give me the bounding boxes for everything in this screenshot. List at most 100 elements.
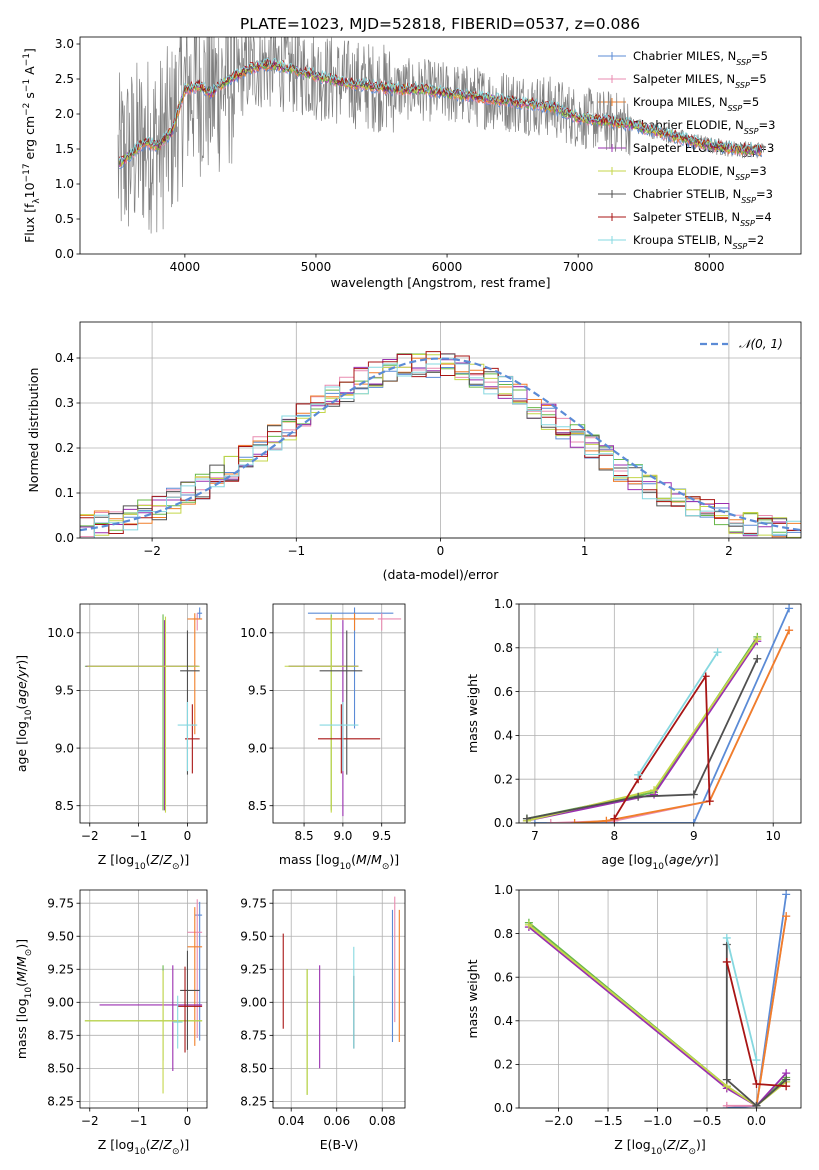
mass_vs_ebv-frame — [272, 889, 406, 1109]
y-tick-label: 9.50 — [240, 929, 267, 943]
spectrum-lines — [117, 37, 765, 234]
y-tick-label: 0.0 — [55, 531, 74, 545]
weight-point-marker — [782, 890, 791, 899]
weight-series-line — [613, 673, 711, 820]
normal-curve — [80, 357, 801, 532]
y-tick-label: 0.6 — [494, 970, 513, 984]
weight-point-marker — [782, 912, 791, 921]
errorbar-point — [172, 995, 183, 1049]
legend-label: Kroupa ELODIE, NSSP=3 — [633, 164, 767, 182]
x-tick-label: −2 — [81, 1114, 99, 1128]
mass_vs_Z-frame — [79, 889, 208, 1109]
legend-label: Salpeter STELIB, NSSP=4 — [633, 210, 772, 228]
x-tick-label: 0 — [437, 544, 445, 558]
mass_vs_ebv-errorbars — [282, 896, 400, 1095]
weight-point-marker — [546, 819, 555, 823]
residual-histograms — [80, 351, 801, 538]
errorbar-point — [187, 907, 203, 1046]
y-tick-label: 0.2 — [494, 1058, 513, 1072]
errorbar-point — [318, 704, 381, 774]
weight-series-line — [534, 608, 790, 823]
weight-point-marker — [722, 957, 731, 966]
residual-histogram — [80, 358, 801, 538]
y-tick-label: 8.75 — [240, 1029, 267, 1043]
weight-point-marker — [752, 1101, 761, 1108]
x-tick-label: 0.06 — [323, 1114, 350, 1128]
weight-point-marker — [634, 792, 643, 801]
x-tick-label: 1 — [581, 544, 589, 558]
model-spectrum-line — [118, 60, 762, 166]
x-tick-label: 6000 — [432, 260, 463, 274]
errorbar-point — [84, 970, 203, 1094]
weight-point-marker — [530, 819, 539, 823]
y-tick-label: 0.3 — [55, 396, 74, 410]
age-vs-Z-y-label: age [log10(age/yr)] — [14, 655, 34, 772]
weight-point-marker — [610, 814, 619, 823]
x-tick-label: 9.5 — [372, 829, 391, 843]
x-tick-label: 2 — [725, 544, 733, 558]
errorbar-point — [319, 630, 363, 775]
y-tick-label: 8.5 — [55, 799, 74, 813]
y-tick-label: 8.25 — [240, 1095, 267, 1109]
y-tick-label: 9.5 — [248, 684, 267, 698]
y-tick-label: 0.0 — [494, 1101, 513, 1115]
y-tick-label: 8.25 — [47, 1095, 74, 1109]
y-tick-label: 8.50 — [240, 1062, 267, 1076]
y-tick-label: 0.2 — [494, 772, 513, 786]
y-tick-label: 0.4 — [494, 1014, 513, 1028]
spectrum-x-label: wavelength [Angstrom, rest frame] — [330, 275, 550, 290]
weight-point-marker — [689, 819, 698, 823]
y-tick-label: 0.1 — [55, 486, 74, 500]
age-vs-mass-x-label: mass [log10(M/M⊙)] — [279, 852, 399, 872]
y-tick-label: 1.0 — [494, 883, 513, 897]
errorbar-point — [87, 616, 200, 813]
y-tick-label: 10.0 — [47, 626, 74, 640]
errorbar-point — [177, 966, 203, 1053]
legend-label: Chabrier MILES, NSSP=5 — [633, 49, 768, 67]
spectrum-y-label: Flux [fλ10−17 erg cm−2 s−1 A−1] — [22, 48, 42, 243]
model-spectrum-line — [118, 57, 762, 164]
y-tick-label: 9.0 — [248, 741, 267, 755]
age_vs_mass-frame — [272, 603, 406, 824]
age_vs_Z-frame — [79, 603, 208, 824]
mass_vs_ebv-axes: 0.04 0.06 0.08 8.25 8.50 8.75 9.00 9.25 9.50 9.75 — [240, 890, 405, 1128]
legend-label: Salpeter MILES, NSSP=5 — [633, 72, 767, 90]
weight-point-marker — [705, 797, 714, 806]
residuals-x-label: (data-model)/error — [383, 567, 500, 582]
legend-label: Chabrier STELIB, NSSP=3 — [633, 187, 773, 205]
age-vs-Z-x-label: Z [log10(Z/Z⊙)] — [98, 852, 190, 872]
x-tick-label: −1.0 — [643, 1114, 672, 1128]
errorbar-point — [187, 613, 203, 735]
x-tick-label: 9.0 — [333, 829, 352, 843]
y-tick-label: 0.4 — [55, 351, 74, 365]
spectrum-legend: Chabrier MILES, NSSP=5 Salpeter MILES, NS… — [598, 49, 775, 251]
y-tick-label: 0.5 — [55, 212, 74, 226]
x-tick-label: 8.5 — [295, 829, 314, 843]
weight_vs_age-axes: 7 8 9 10 0.0 0.2 0.4 0.6 0.8 1.0 — [494, 597, 801, 843]
x-tick-label: 8 — [611, 829, 619, 843]
x-tick-label: −2 — [143, 544, 161, 558]
errorbar-point — [197, 607, 203, 619]
y-tick-label: 0.4 — [494, 729, 513, 743]
weight-point-marker — [522, 814, 531, 823]
x-tick-label: 0 — [184, 1114, 192, 1128]
y-tick-label: 0.6 — [494, 685, 513, 699]
weight-series-line — [725, 937, 758, 1061]
age_vs_mass-errorbars — [284, 607, 402, 817]
residuals-frame — [79, 321, 802, 539]
figure-title: PLATE=1023, MJD=52818, FIBERID=0537, z=0… — [240, 15, 640, 33]
mass_vs_Z-errorbars — [84, 899, 203, 1094]
weight-point-marker — [752, 1056, 761, 1065]
weight-point-marker — [722, 1075, 731, 1084]
weight_vs_Z-lines — [524, 890, 791, 1108]
legend-label: Kroupa MILES, NSSP=5 — [633, 95, 759, 113]
errorbar-point — [284, 616, 359, 813]
spectrum-frame — [79, 36, 802, 255]
weight-point-marker — [602, 816, 611, 823]
x-tick-label: −1.5 — [593, 1114, 622, 1128]
x-tick-label: −2.0 — [544, 1114, 573, 1128]
x-tick-label: 5000 — [301, 260, 332, 274]
weight-point-marker — [785, 604, 794, 613]
x-tick-label: −1 — [287, 544, 305, 558]
